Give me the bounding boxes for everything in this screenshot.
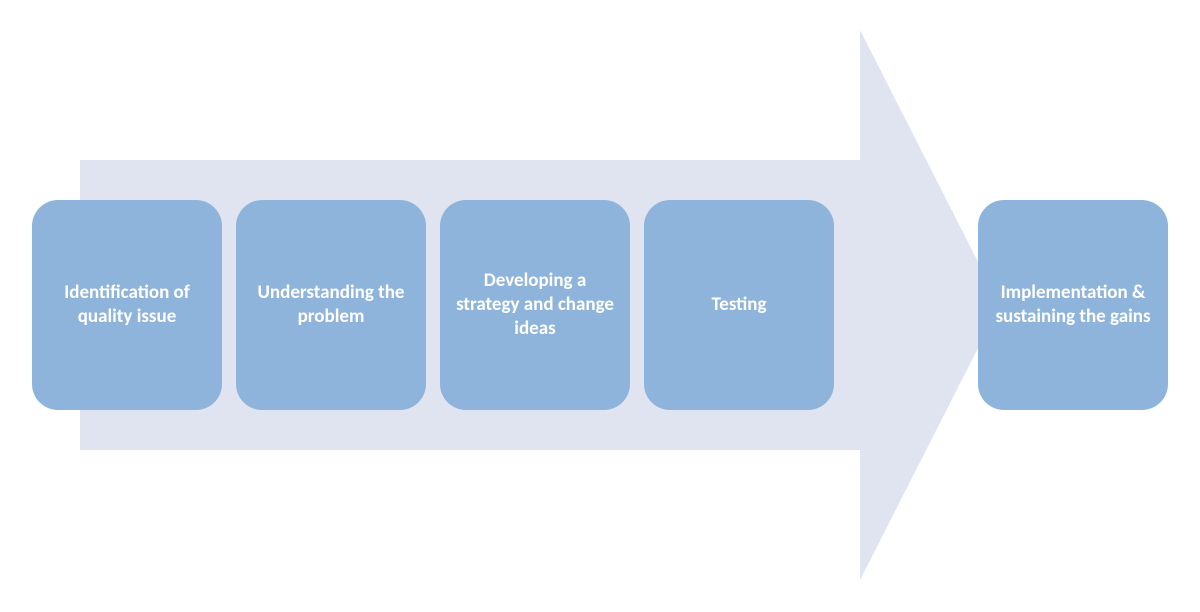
step-label: Developing a strategy and change ideas xyxy=(450,269,620,340)
step-implementation: Implementation & sustaining the gains xyxy=(978,200,1168,410)
step-testing: Testing xyxy=(644,200,834,410)
step-identification: Identification of quality issue xyxy=(32,200,222,410)
step-label: Testing xyxy=(711,293,766,317)
diagram-canvas: Identification of quality issue Understa… xyxy=(0,0,1200,612)
step-label: Identification of quality issue xyxy=(42,281,212,329)
step-label: Implementation & sustaining the gains xyxy=(988,281,1158,329)
step-strategy: Developing a strategy and change ideas xyxy=(440,200,630,410)
step-label: Understanding the problem xyxy=(246,281,416,329)
process-steps: Identification of quality issue Understa… xyxy=(0,0,1200,612)
step-understanding: Understanding the problem xyxy=(236,200,426,410)
